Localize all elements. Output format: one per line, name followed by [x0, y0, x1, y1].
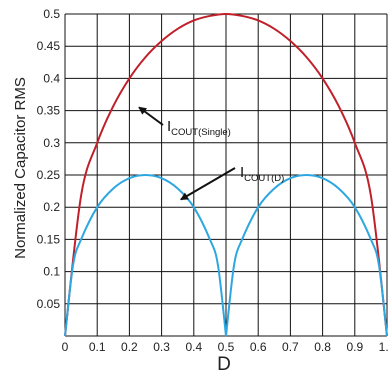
annotation-subscript: COUT(Single) [171, 127, 231, 138]
y-tick-label: 0.05 [37, 297, 61, 311]
annotation-main: I [167, 118, 171, 135]
y-tick-label: 0.3 [43, 136, 60, 150]
x-tick-label: 0 [62, 340, 69, 354]
y-tick-label: 0.1 [43, 265, 60, 279]
x-tick-label: 0.7 [282, 340, 299, 354]
y-tick-label: 0.5 [43, 7, 60, 21]
annotation-arrow [138, 106, 164, 126]
y-tick-label: 0.15 [37, 232, 61, 246]
y-tick-label: 0.2 [43, 200, 60, 214]
series-line-0 [64, 12, 388, 337]
x-tick-label: 1.0 [379, 340, 389, 354]
x-axis-title: D [217, 354, 231, 375]
x-tick-label: 0.8 [314, 340, 331, 354]
y-axis-title: Normalized Capacitor RMS [12, 77, 29, 259]
grid [64, 13, 388, 337]
x-tick-label: 0.4 [185, 340, 202, 354]
y-tick-label: 0.4 [43, 71, 60, 85]
annotation-label: ICOUT(Single) [167, 118, 231, 138]
x-tick-label: 0.9 [346, 340, 363, 354]
annotations: ICOUT(Single)ICOUT(D) [138, 106, 284, 201]
annotation-subscript: COUT(D) [244, 173, 284, 184]
annotation-label: ICOUT(D) [240, 164, 284, 184]
x-tick-label: 0.1 [89, 340, 106, 354]
x-tick-label: 0.2 [121, 340, 138, 354]
tick-labels: 0 0.1 0.2 0.3 0.4 0.5 0.6 0.7 0.8 0.9 1.0 0.05 0.1 0.… [37, 7, 389, 354]
annotation-arrow [180, 167, 236, 201]
annotation-main: I [240, 164, 244, 181]
y-tick-label: 0.45 [37, 39, 61, 53]
series-group [64, 12, 388, 337]
y-tick-label: 0.35 [37, 104, 61, 118]
y-tick-label: 0.25 [37, 168, 61, 182]
x-tick-label: 0.3 [153, 340, 170, 354]
x-tick-label: 0.6 [250, 340, 267, 354]
series-line-1 [64, 173, 388, 337]
x-tick-label: 0.5 [218, 340, 235, 354]
